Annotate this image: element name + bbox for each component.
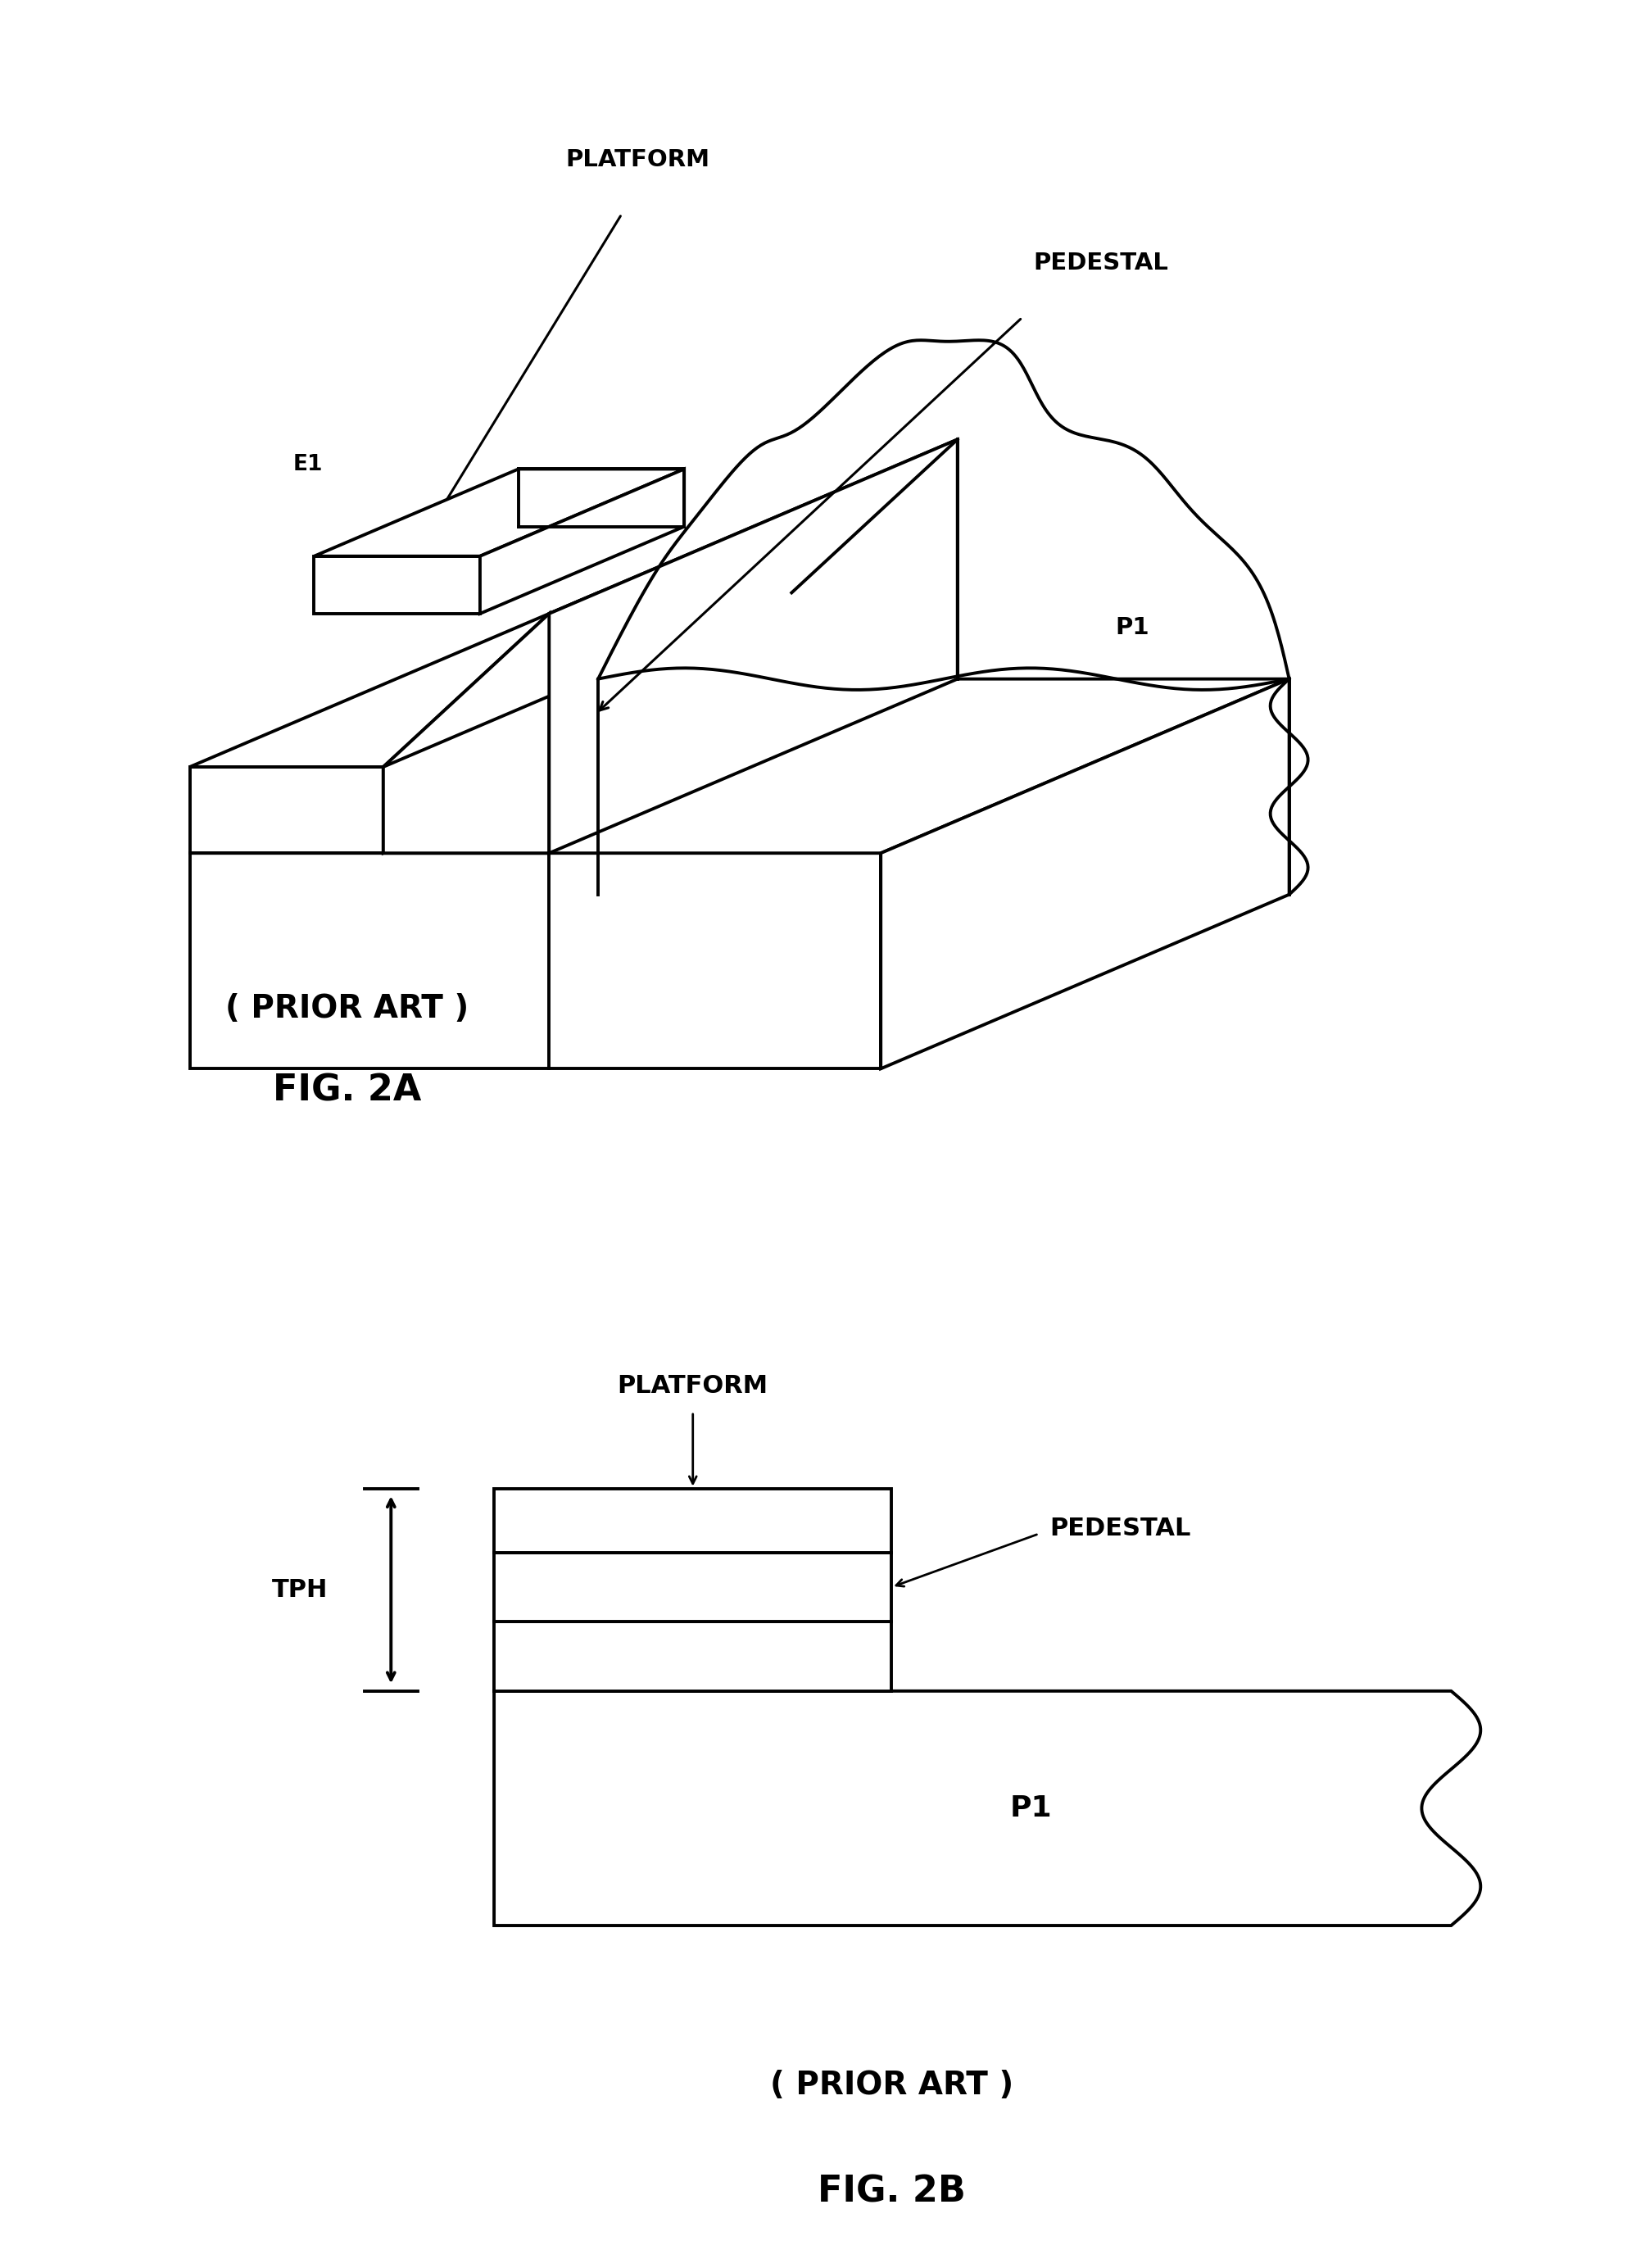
Bar — [494, 1554, 892, 1622]
Polygon shape — [550, 440, 957, 853]
Text: ( PRIOR ART ): ( PRIOR ART ) — [771, 2071, 1013, 2100]
Polygon shape — [190, 853, 880, 1068]
Text: P1: P1 — [1116, 617, 1148, 640]
Polygon shape — [383, 440, 957, 767]
Text: PLATFORM: PLATFORM — [566, 147, 710, 170]
Text: PEDESTAL: PEDESTAL — [1049, 1517, 1191, 1540]
Polygon shape — [190, 592, 792, 767]
Polygon shape — [880, 678, 1289, 1068]
Text: TPH: TPH — [272, 1579, 327, 1601]
Bar — [494, 1622, 892, 1692]
Polygon shape — [383, 615, 550, 853]
Polygon shape — [314, 556, 479, 615]
Polygon shape — [314, 469, 684, 556]
Text: PLATFORM: PLATFORM — [617, 1374, 769, 1397]
Text: E1: E1 — [293, 454, 322, 474]
Text: FIG. 2B: FIG. 2B — [818, 2175, 965, 2209]
Polygon shape — [190, 678, 1289, 853]
Text: E2: E2 — [497, 535, 527, 556]
Bar — [494, 1488, 892, 1554]
PathPatch shape — [494, 1692, 1481, 1926]
Polygon shape — [479, 469, 684, 615]
Text: FIG. 2A: FIG. 2A — [273, 1073, 420, 1109]
Polygon shape — [383, 592, 792, 853]
Polygon shape — [190, 767, 383, 853]
Text: P1: P1 — [1009, 1794, 1052, 1821]
Text: ( PRIOR ART ): ( PRIOR ART ) — [226, 993, 468, 1025]
Text: PEDESTAL: PEDESTAL — [1034, 252, 1168, 274]
